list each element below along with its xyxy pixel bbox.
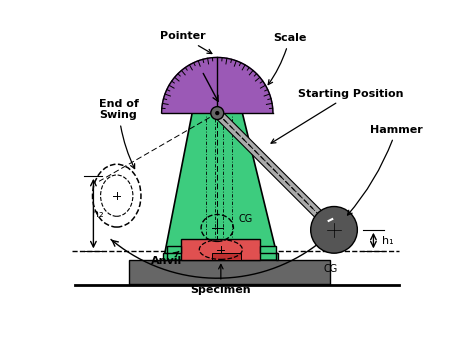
Polygon shape [182, 239, 260, 260]
Text: Specimen: Specimen [191, 265, 251, 295]
Polygon shape [162, 57, 273, 113]
Circle shape [215, 111, 219, 115]
Text: CG: CG [239, 214, 253, 224]
Polygon shape [164, 246, 182, 260]
Text: CG: CG [323, 264, 337, 274]
Polygon shape [214, 110, 337, 233]
Text: h₂: h₂ [91, 209, 103, 219]
Text: Anvil: Anvil [151, 251, 182, 266]
Text: Hammer: Hammer [347, 125, 423, 215]
Polygon shape [212, 253, 241, 260]
Text: End of
Swing: End of Swing [99, 99, 138, 169]
Circle shape [211, 107, 224, 120]
Text: Pointer: Pointer [160, 32, 212, 53]
Polygon shape [129, 260, 330, 284]
Polygon shape [260, 246, 278, 260]
Text: h₁: h₁ [383, 236, 394, 246]
Text: Starting Position: Starting Position [271, 89, 403, 143]
Circle shape [310, 206, 357, 253]
Text: Scale: Scale [268, 33, 306, 85]
Polygon shape [164, 113, 278, 260]
